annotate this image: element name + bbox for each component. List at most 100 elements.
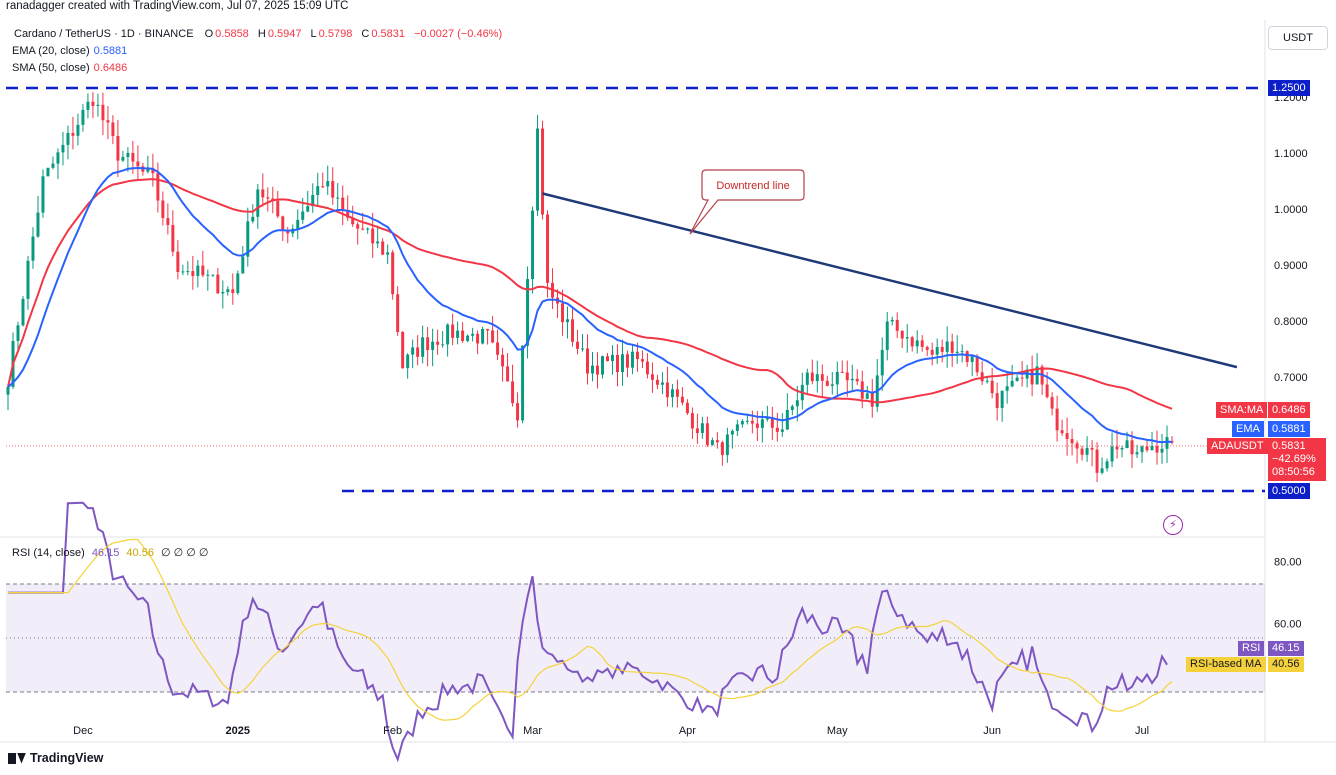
candle-body — [161, 200, 165, 219]
candle-body — [586, 348, 589, 374]
candle-body — [980, 372, 984, 382]
candle-body — [710, 440, 714, 445]
candle-body — [306, 206, 310, 212]
candle-body — [1050, 397, 1054, 409]
candle-body — [376, 241, 380, 244]
candle-body — [516, 403, 520, 421]
candle-body — [101, 104, 105, 121]
candle-body — [740, 421, 744, 425]
candle-body — [426, 337, 430, 350]
candle-body — [630, 351, 634, 368]
candle-body — [855, 378, 859, 382]
candle-body — [76, 124, 80, 136]
candle-body — [321, 186, 325, 188]
candle-body — [1080, 448, 1084, 455]
candle-body — [795, 400, 799, 407]
candle-body — [536, 128, 540, 211]
candle-body — [1005, 386, 1009, 391]
candle-body — [466, 335, 470, 341]
candle-body — [840, 371, 844, 373]
candle-body — [126, 152, 130, 157]
candle-body — [1160, 448, 1164, 453]
candle-body — [955, 351, 959, 353]
candle-body — [431, 341, 435, 350]
candle-body — [770, 417, 774, 428]
candle-body — [396, 294, 400, 333]
candle-body — [176, 251, 180, 273]
candle-body — [236, 273, 240, 294]
candle-body — [471, 333, 475, 336]
candle-body — [416, 347, 420, 357]
time-tick-label: Mar — [523, 725, 542, 737]
candle-body — [1055, 408, 1059, 431]
candle-body — [845, 372, 849, 381]
candle-body — [1130, 440, 1134, 455]
candle-body — [1135, 452, 1139, 455]
candle-body — [576, 341, 580, 349]
candle-body — [371, 228, 375, 244]
candle-body — [411, 347, 415, 355]
flash-icon[interactable]: ⚡ — [1163, 515, 1183, 535]
candle-body — [301, 211, 305, 220]
candle-body — [241, 256, 245, 274]
candle-body — [745, 420, 749, 422]
rsi-tick-label: 80.00 — [1274, 557, 1302, 569]
candle-body — [1115, 446, 1119, 450]
candle-body — [780, 429, 784, 432]
candle-body — [221, 292, 225, 294]
candle-body — [116, 135, 120, 161]
candle-body — [895, 319, 899, 331]
candle-body — [985, 380, 989, 382]
price-tick-label: 0.7000 — [1274, 372, 1308, 384]
candle-body — [655, 379, 659, 385]
candle-body — [1020, 377, 1024, 379]
candle-body — [266, 197, 270, 199]
candle-body — [830, 384, 834, 386]
candle-body — [21, 298, 25, 326]
rsi-axis-value: 46.15 — [1268, 641, 1304, 656]
candle-body — [915, 340, 919, 347]
candle-body — [600, 356, 604, 375]
sma-legend: SMA (50, close) 0.6486 — [12, 62, 128, 74]
candle-body — [591, 365, 594, 374]
candle-body — [885, 321, 889, 350]
candle-body — [1095, 449, 1099, 473]
candle-body — [665, 382, 669, 398]
candle-body — [206, 274, 210, 276]
candle-body — [526, 279, 530, 346]
candle-body — [640, 359, 644, 362]
candle-body — [381, 241, 385, 255]
candle-body — [725, 434, 729, 456]
candle-body — [191, 271, 195, 276]
candle-body — [251, 216, 255, 222]
currency-unit-button[interactable]: USDT — [1268, 26, 1328, 50]
candle-body — [945, 341, 949, 352]
candle-body — [680, 396, 684, 403]
candle-body — [316, 186, 320, 195]
candle-body — [1100, 468, 1104, 473]
candle-body — [406, 354, 410, 369]
candle-body — [700, 423, 704, 433]
candle-body — [146, 169, 150, 172]
candle-body — [56, 152, 60, 164]
candle-body — [1085, 447, 1089, 455]
candle-body — [461, 330, 465, 341]
candle-body — [1165, 437, 1169, 449]
price-tick-label: 1.1000 — [1274, 148, 1308, 160]
candle-body — [226, 289, 230, 293]
candle-body — [920, 340, 924, 347]
candle-body — [645, 361, 649, 375]
rsi-line — [8, 501, 1168, 763]
candle-body — [1015, 377, 1019, 381]
candle-body — [331, 181, 335, 198]
candle-body — [531, 210, 535, 280]
candle-body — [546, 214, 550, 283]
candle-body — [1045, 384, 1049, 398]
candle-body — [436, 341, 440, 345]
candle-body — [596, 365, 599, 375]
candle-body — [31, 236, 35, 261]
rsi-axis-name: RSI — [1238, 641, 1265, 656]
candle-body — [1110, 446, 1114, 462]
candle-body — [870, 393, 874, 407]
